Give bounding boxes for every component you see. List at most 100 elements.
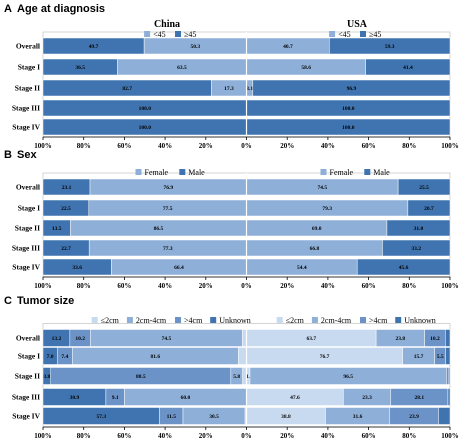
panel-b-value-china-3-1: 77.3 [163, 246, 173, 252]
panel-a-value-usa-2-1: 96.9 [347, 86, 357, 92]
panel-c-value-usa-2-0: 1.7 [246, 374, 253, 380]
panel-c-value-china-4-1: 11.5 [167, 414, 177, 420]
panel-c-x-tick-label-2: 60% [117, 432, 131, 440]
panel-c-x-tick-label-9: 80% [402, 432, 416, 440]
panel-c-value-usa-4-0: 38.8 [281, 414, 291, 420]
panel-a-row-label-4: Stage IV [12, 123, 40, 132]
panel-b-value-china-0-0: 23.1 [62, 185, 72, 191]
panel-a-x-tick-label-0: 100% [34, 142, 52, 150]
panel-c-value-usa-3-0: 47.6 [290, 395, 300, 401]
panel-c-legend-label-china-2: >4cm [184, 316, 203, 325]
panel-b-x-tick-label-0: 100% [34, 282, 52, 290]
panel-b-value-china-0-1: 76.9 [163, 185, 173, 191]
panel-c-bar-usa-2-3 [448, 367, 451, 385]
panel-c-bar-usa-4-3 [438, 407, 451, 425]
panel-a-x-tick-label-8: 60% [362, 142, 376, 150]
panel-b-legend-label-china-1: Male [188, 168, 205, 177]
panel-c-legend-label-usa-3: Unknown [404, 316, 436, 325]
panel-b-value-china-1-0: 22.5 [61, 206, 71, 212]
panel-c-row-label-2: Stage II [15, 372, 40, 381]
panel-c-value-china-3-0: 30.9 [70, 395, 80, 401]
panel-a-value-china-1-0: 36.5 [75, 65, 85, 71]
panel-b-value-china-4-1: 66.4 [174, 265, 184, 271]
panel-b-value-china-4-0: 33.6 [72, 265, 82, 271]
panel-a-bar-usa-0-1 [329, 37, 451, 55]
panel-c-legend-swatch-usa-2 [360, 317, 366, 323]
panel-b-value-usa-3-0: 66.8 [310, 246, 320, 252]
panel-c-value-china-0-2: 74.5 [162, 336, 172, 342]
panel-a-x-tick-label-9: 80% [402, 142, 416, 150]
panel-b-legend-label-usa-1: Male [373, 168, 390, 177]
panel-b-value-usa-0-0: 74.5 [317, 185, 327, 191]
panel-b-x-tick-label-1: 80% [77, 282, 91, 290]
panel-a-value-usa-0-0: 40.7 [283, 44, 293, 50]
panel-a-bar-usa-1-1 [365, 58, 451, 76]
panel-b-x-tick-label-5: 0% [241, 282, 252, 290]
panel-c-value-usa-0-2: 10.2 [430, 336, 440, 342]
panel-c-value-china-2-0: 3.8 [43, 374, 50, 380]
panel-b-x-tick-label-10: 100% [441, 282, 459, 290]
panel-c-value-usa-1-0: 76.7 [320, 354, 330, 360]
panel-c-value-usa-1-2: 5.5 [437, 354, 444, 360]
panel-b-value-usa-0-1: 25.5 [419, 185, 429, 191]
panel-c-value-china-3-2: 60.0 [181, 395, 191, 401]
panel-c-legend-swatch-usa-1 [311, 317, 318, 323]
panel-c-legend-swatch-china-2 [175, 317, 181, 323]
panel-a-value-china-2-1: 17.3 [224, 86, 234, 92]
panel-a-bar-usa-2-1 [252, 79, 451, 97]
panel-a-x-tick-label-6: 20% [280, 142, 294, 150]
panel-c-legend-label-usa-2: >4cm [369, 316, 388, 325]
panel-c-value-usa-4-1: 31.6 [353, 414, 363, 420]
panel-b-value-usa-1-1: 20.7 [424, 206, 434, 212]
panel-a-legend-swatch-china-1 [175, 31, 181, 37]
panel-c-value-china-4-0: 57.3 [96, 414, 106, 420]
panel-b-x-tick-label-2: 60% [117, 282, 131, 290]
panel-a-x-tick-label-10: 100% [441, 142, 459, 150]
panel-a-title: Age at diagnosis [17, 3, 105, 15]
panel-c-value-china-1-2: 81.6 [151, 354, 161, 360]
panel-a-legend-label-china-0: <45 [153, 30, 166, 39]
panel-a-legend-swatch-usa-1 [360, 31, 366, 37]
panel-a-value-usa-0-1: 59.3 [385, 44, 395, 50]
panel-c-value-usa-1-1: 15.7 [414, 354, 424, 360]
panel-b-bar-usa-3-1 [382, 239, 451, 257]
panel-c-bar-china-1-3 [238, 347, 247, 365]
panel-a-value-china-0-0: 49.7 [89, 44, 99, 50]
panel-c-value-china-0-0: 13.2 [52, 336, 62, 342]
panel-c-x-tick-label-10: 100% [441, 432, 459, 440]
panel-a-value-usa-4-1: 100.0 [342, 125, 355, 131]
panel-c-bar-usa-3-3 [447, 388, 451, 406]
panel-b-row-label-4: Stage IV [12, 263, 40, 272]
panel-b-legend-swatch-usa-0 [320, 169, 327, 175]
panel-b-value-china-2-1: 86.5 [154, 226, 164, 232]
panel-b-legend-swatch-china-1 [179, 169, 186, 175]
panel-c-bar-china-0-3 [241, 329, 247, 347]
panel-c-value-china-4-2: 30.5 [209, 414, 219, 420]
panel-b-x-tick-label-8: 60% [362, 282, 376, 290]
panel-c-legend-label-china-1: 2cm-4cm [136, 316, 167, 325]
panel-a-row-label-2: Stage II [15, 84, 40, 93]
panel-a-value-usa-3-1: 100.0 [342, 106, 355, 112]
panel-c-row-label-3: Stage III [12, 393, 40, 402]
panel-b-bar-usa-2-1 [386, 219, 451, 237]
panel-c-x-tick-label-8: 60% [362, 432, 376, 440]
panel-b-value-usa-1-0: 79.3 [322, 206, 332, 212]
panel-a-value-usa-2-0: 3.1 [246, 86, 253, 92]
panel-b-row-label-2: Stage II [15, 224, 40, 233]
panel-c-row-label-4: Stage IV [12, 412, 40, 421]
panel-c-legend-label-china-0: ≤2cm [101, 316, 120, 325]
panel-c-value-usa-2-1: 96.5 [343, 374, 353, 380]
panel-c-value-china-0-1: 10.2 [75, 336, 85, 342]
panel-c-x-tick-label-1: 80% [77, 432, 91, 440]
panel-c-value-usa-3-2: 28.1 [415, 395, 425, 401]
panel-c-letter: C [4, 295, 12, 307]
panel-a-x-tick-label-7: 40% [321, 142, 335, 150]
panel-c-value-china-3-1: 9.1 [112, 395, 119, 401]
panel-b-value-usa-2-1: 31.0 [414, 226, 424, 232]
panel-b-bar-usa-1-1 [407, 199, 451, 217]
panel-c-legend-swatch-usa-3 [395, 317, 402, 323]
panel-b-x-tick-label-7: 40% [321, 282, 335, 290]
panel-b-x-tick-label-6: 20% [280, 282, 294, 290]
panel-c-value-china-1-0: 7.0 [47, 354, 54, 360]
panel-c-x-tick-label-5: 0% [241, 432, 252, 440]
